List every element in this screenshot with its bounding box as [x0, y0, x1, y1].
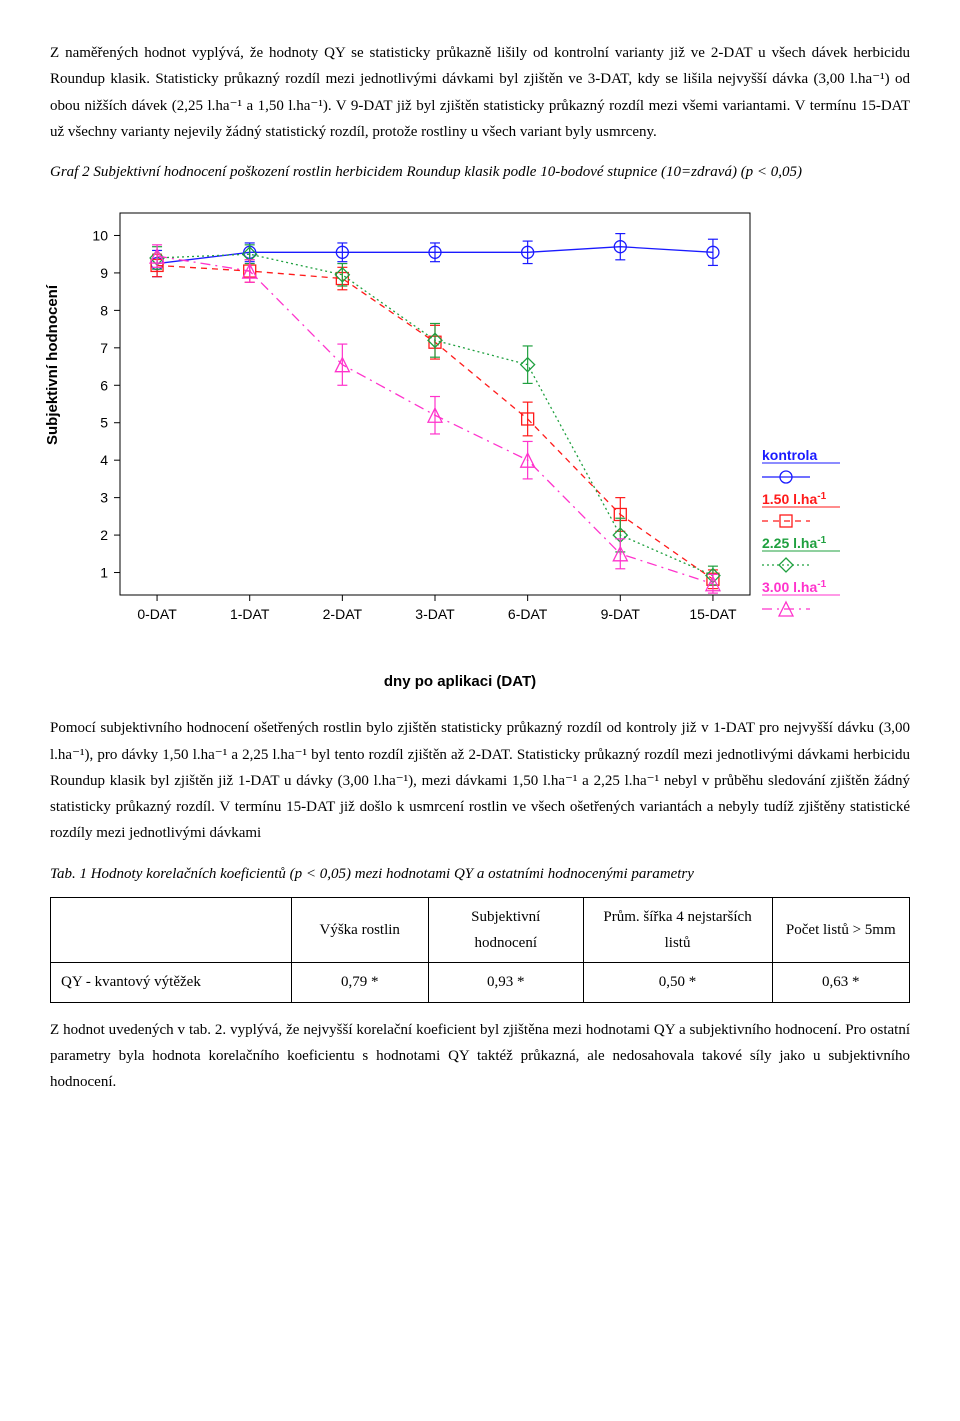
svg-text:10: 10 [92, 228, 108, 244]
svg-text:2-DAT: 2-DAT [323, 606, 363, 622]
table-cell: QY - kvantový výtěžek [51, 963, 292, 1002]
chart-xlabel: dny po aplikaci (DAT) [50, 669, 870, 695]
svg-text:3.00 l.ha-1: 3.00 l.ha-1 [762, 579, 827, 595]
table-row: QY - kvantový výtěžek0,79 *0,93 *0,50 *0… [51, 963, 910, 1002]
table-cell: 0,93 * [428, 963, 583, 1002]
chart-container: Subjektivní hodnocení 123456789100-DAT1-… [50, 195, 870, 695]
table-cell: 0,79 * [291, 963, 428, 1002]
table-caption: Tab. 1 Hodnoty korelačních koeficientů (… [50, 861, 910, 887]
svg-text:1: 1 [100, 565, 108, 581]
paragraph-2: Pomocí subjektivního hodnocení ošetřenýc… [50, 715, 910, 846]
chart-caption: Graf 2 Subjektivní hodnocení poškození r… [50, 159, 910, 185]
chart-ylabel: Subjektivní hodnocení [40, 285, 66, 445]
svg-text:2.25 l.ha-1: 2.25 l.ha-1 [762, 535, 827, 551]
svg-text:4: 4 [100, 452, 108, 468]
table-col-0 [51, 897, 292, 963]
correlation-table: Výška rostlinSubjektivní hodnoceníPrům. … [50, 897, 910, 1003]
svg-text:5: 5 [100, 415, 108, 431]
table-col-4: Počet listů > 5mm [772, 897, 909, 963]
svg-text:3-DAT: 3-DAT [415, 606, 455, 622]
svg-text:9-DAT: 9-DAT [601, 606, 641, 622]
svg-text:1-DAT: 1-DAT [230, 606, 270, 622]
table-col-3: Prům. šířka 4 nejstarších listů [583, 897, 772, 963]
table-col-2: Subjektivní hodnocení [428, 897, 583, 963]
table-col-1: Výška rostlin [291, 897, 428, 963]
svg-text:3: 3 [100, 490, 108, 506]
paragraph-1: Z naměřených hodnot vyplývá, že hodnoty … [50, 40, 910, 145]
svg-text:0-DAT: 0-DAT [137, 606, 177, 622]
svg-text:6-DAT: 6-DAT [508, 606, 548, 622]
svg-text:2: 2 [100, 527, 108, 543]
svg-text:kontrola: kontrola [762, 447, 817, 463]
svg-text:6: 6 [100, 378, 108, 394]
svg-text:7: 7 [100, 340, 108, 356]
svg-text:8: 8 [100, 303, 108, 319]
svg-text:9: 9 [100, 265, 108, 281]
table-header-row: Výška rostlinSubjektivní hodnoceníPrům. … [51, 897, 910, 963]
table-cell: 0,50 * [583, 963, 772, 1002]
line-chart: 1 2 3 4 5 6 7 8 9 10 0-DAT 1-DAT 2-DAT 3-DAT 6-DAT 9-DA… [50, 195, 870, 655]
svg-text:15-DAT: 15-DAT [689, 606, 737, 622]
paragraph-3: Z hodnot uvedených v tab. 2. vyplývá, že… [50, 1017, 910, 1096]
svg-text:1.50 l.ha-1: 1.50 l.ha-1 [762, 491, 827, 507]
table-cell: 0,63 * [772, 963, 909, 1002]
